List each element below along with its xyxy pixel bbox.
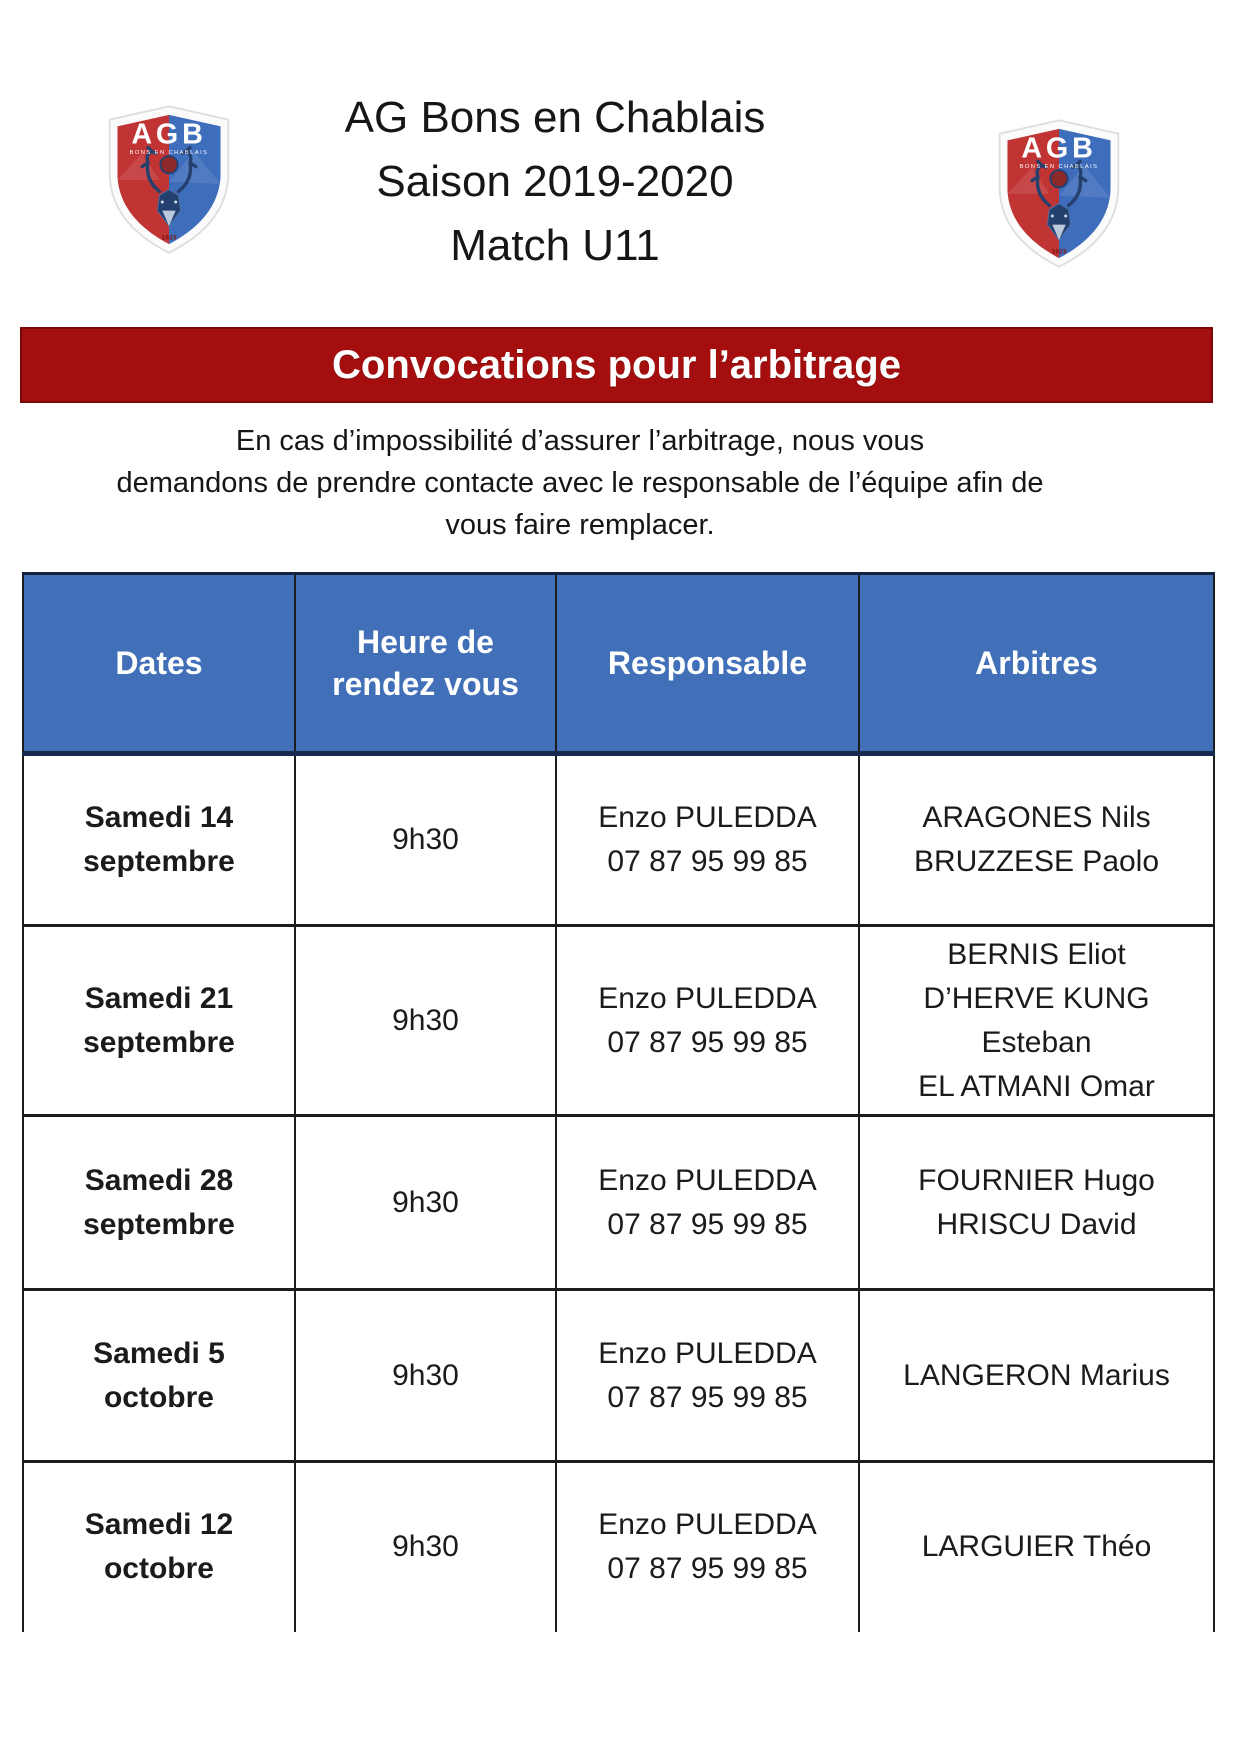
arbitre-name: BRUZZESE Paolo (913, 845, 1160, 878)
cell-date: Samedi 14 septembre (22, 752, 296, 927)
arbitre-name: FOURNIER Hugo (918, 1163, 1155, 1197)
crest-year: 1923 (1052, 248, 1067, 255)
column-header-responsable: Responsable (555, 572, 860, 756)
cell-responsable: Enzo PULEDDA 07 87 95 99 85 (555, 752, 860, 927)
arbitre-name: EL ATMANI Omar (918, 1069, 1155, 1103)
cell-date: Samedi 28 septembre (22, 1114, 296, 1291)
column-header-heure: Heure de rendez vous (294, 572, 557, 756)
arbitre-name: LARGUIER Théo (921, 1530, 1152, 1564)
responsable-name: Enzo PULEDDA (598, 801, 817, 834)
responsable-name: Enzo PULEDDA (598, 1336, 817, 1370)
cell-responsable: Enzo PULEDDA 07 87 95 99 85 (555, 1460, 860, 1632)
cell-date: Samedi 5 octobre (22, 1288, 296, 1463)
date-line: octobre (103, 1380, 214, 1414)
date-line: Samedi 21 (84, 981, 234, 1015)
cell-date: Samedi 21 septembre (22, 924, 296, 1117)
agb-crest-icon: AGB Bons en Chablais 1923 (998, 119, 1120, 268)
date-line: Samedi 12 (84, 1508, 234, 1542)
date-line: Samedi 28 (84, 1163, 234, 1197)
arbitre-name: BERNIS Eliot (947, 937, 1126, 971)
time-value: 9h30 (392, 1530, 459, 1564)
crest-initials: AGB (131, 119, 206, 151)
cell-arbitres: FOURNIER Hugo HRISCU David (858, 1114, 1215, 1291)
cell-arbitres: BERNIS Eliot D’HERVE KUNG Esteban EL ATM… (858, 924, 1215, 1117)
time-value: 9h30 (392, 1358, 459, 1392)
cell-arbitres: LARGUIER Théo (858, 1460, 1215, 1632)
title-line-club: AG Bons en Chablais (344, 93, 766, 142)
responsable-phone: 07 87 95 99 85 (607, 845, 808, 878)
responsable-phone: 07 87 95 99 85 (607, 1552, 808, 1586)
cell-time: 9h30 (294, 1288, 557, 1463)
crest-year: 1923 (162, 234, 177, 241)
responsable-name: Enzo PULEDDA (598, 1163, 817, 1197)
cell-responsable: Enzo PULEDDA 07 87 95 99 85 (555, 1114, 860, 1291)
table-row: Samedi 12 octobre 9h30 Enzo PULEDDA 07 8… (22, 1460, 1215, 1632)
cell-time: 9h30 (294, 924, 557, 1117)
cell-arbitres: LANGERON Marius (858, 1288, 1215, 1463)
notice-paragraph: En cas d’impossibilité d’assurer l’arbit… (10, 420, 1150, 546)
responsable-phone: 07 87 95 99 85 (607, 1025, 808, 1059)
title-line-match: Match U11 (450, 221, 660, 270)
responsable-name: Enzo PULEDDA (598, 1508, 817, 1542)
responsable-phone: 07 87 95 99 85 (607, 1380, 808, 1414)
arbitre-name: D’HERVE KUNG (923, 981, 1150, 1015)
cell-responsable: Enzo PULEDDA 07 87 95 99 85 (555, 1288, 860, 1463)
arbitre-name: Esteban (981, 1025, 1092, 1059)
table-row: Samedi 5 octobre 9h30 Enzo PULEDDA 07 87… (22, 1288, 1215, 1463)
responsable-phone: 07 87 95 99 85 (607, 1207, 808, 1241)
crest-subtitle: Bons en Chablais (130, 150, 209, 156)
column-header-label: rendez vous (332, 666, 519, 702)
convocations-banner: Convocations pour l’arbitrage (20, 327, 1213, 403)
cell-arbitres: ARAGONES Nils BRUZZESE Paolo (858, 752, 1215, 927)
responsable-name: Enzo PULEDDA (598, 981, 817, 1015)
cell-time: 9h30 (294, 752, 557, 927)
time-value: 9h30 (392, 1185, 459, 1219)
column-header-label: Dates (115, 645, 203, 681)
table-row: Samedi 28 septembre 9h30 Enzo PULEDDA 07… (22, 1114, 1215, 1291)
cell-time: 9h30 (294, 1114, 557, 1291)
document-title: AG Bons en Chablais Saison 2019-2020 Mat… (64, 86, 1046, 278)
crest-subtitle: Bons en Chablais (1020, 164, 1099, 170)
agb-crest-icon: AGB Bons en Chablais 1923 (108, 105, 230, 254)
title-line-season: Saison 2019-2020 (376, 157, 734, 206)
cell-time: 9h30 (294, 1460, 557, 1632)
notice-line: vous faire remplacer. (445, 509, 715, 541)
date-line: Samedi 5 (93, 1336, 225, 1370)
club-crest-right: AGB Bons en Chablais 1923 (992, 116, 1126, 272)
date-line: septembre (83, 1207, 235, 1241)
notice-line: En cas d’impossibilité d’assurer l’arbit… (235, 425, 925, 457)
arbitre-name: HRISCU David (936, 1207, 1137, 1241)
column-header-label: Arbitres (975, 645, 1098, 681)
cell-responsable: Enzo PULEDDA 07 87 95 99 85 (555, 924, 860, 1117)
cell-date: Samedi 12 octobre (22, 1460, 296, 1632)
table-row: Samedi 14 septembre 9h30 Enzo PULEDDA 07… (22, 752, 1215, 927)
time-value: 9h30 (392, 1003, 459, 1037)
column-header-dates: Dates (22, 572, 296, 756)
date-line: septembre (83, 1025, 235, 1059)
arbitre-name: ARAGONES Nils (922, 801, 1151, 834)
notice-line: demandons de prendre contacte avec le re… (116, 467, 1044, 499)
time-value: 9h30 (392, 823, 459, 856)
arbitre-name: LANGERON Marius (903, 1358, 1170, 1392)
table-row: Samedi 21 septembre 9h30 Enzo PULEDDA 07… (22, 924, 1215, 1117)
club-crest-left: AGB Bons en Chablais 1923 (102, 102, 236, 258)
column-header-label: Heure de (357, 624, 494, 660)
column-header-label: Responsable (607, 645, 808, 681)
crest-initials: AGB (1021, 133, 1096, 165)
date-line: septembre (83, 845, 235, 878)
table-header-row: Dates Heure de rendez vous Responsable A… (22, 572, 1215, 756)
date-line: Samedi 14 (84, 801, 234, 834)
convocations-table: Dates Heure de rendez vous Responsable A… (22, 572, 1215, 1632)
banner-label: Convocations pour l’arbitrage (332, 342, 901, 387)
column-header-arbitres: Arbitres (858, 572, 1215, 756)
date-line: octobre (103, 1552, 214, 1586)
